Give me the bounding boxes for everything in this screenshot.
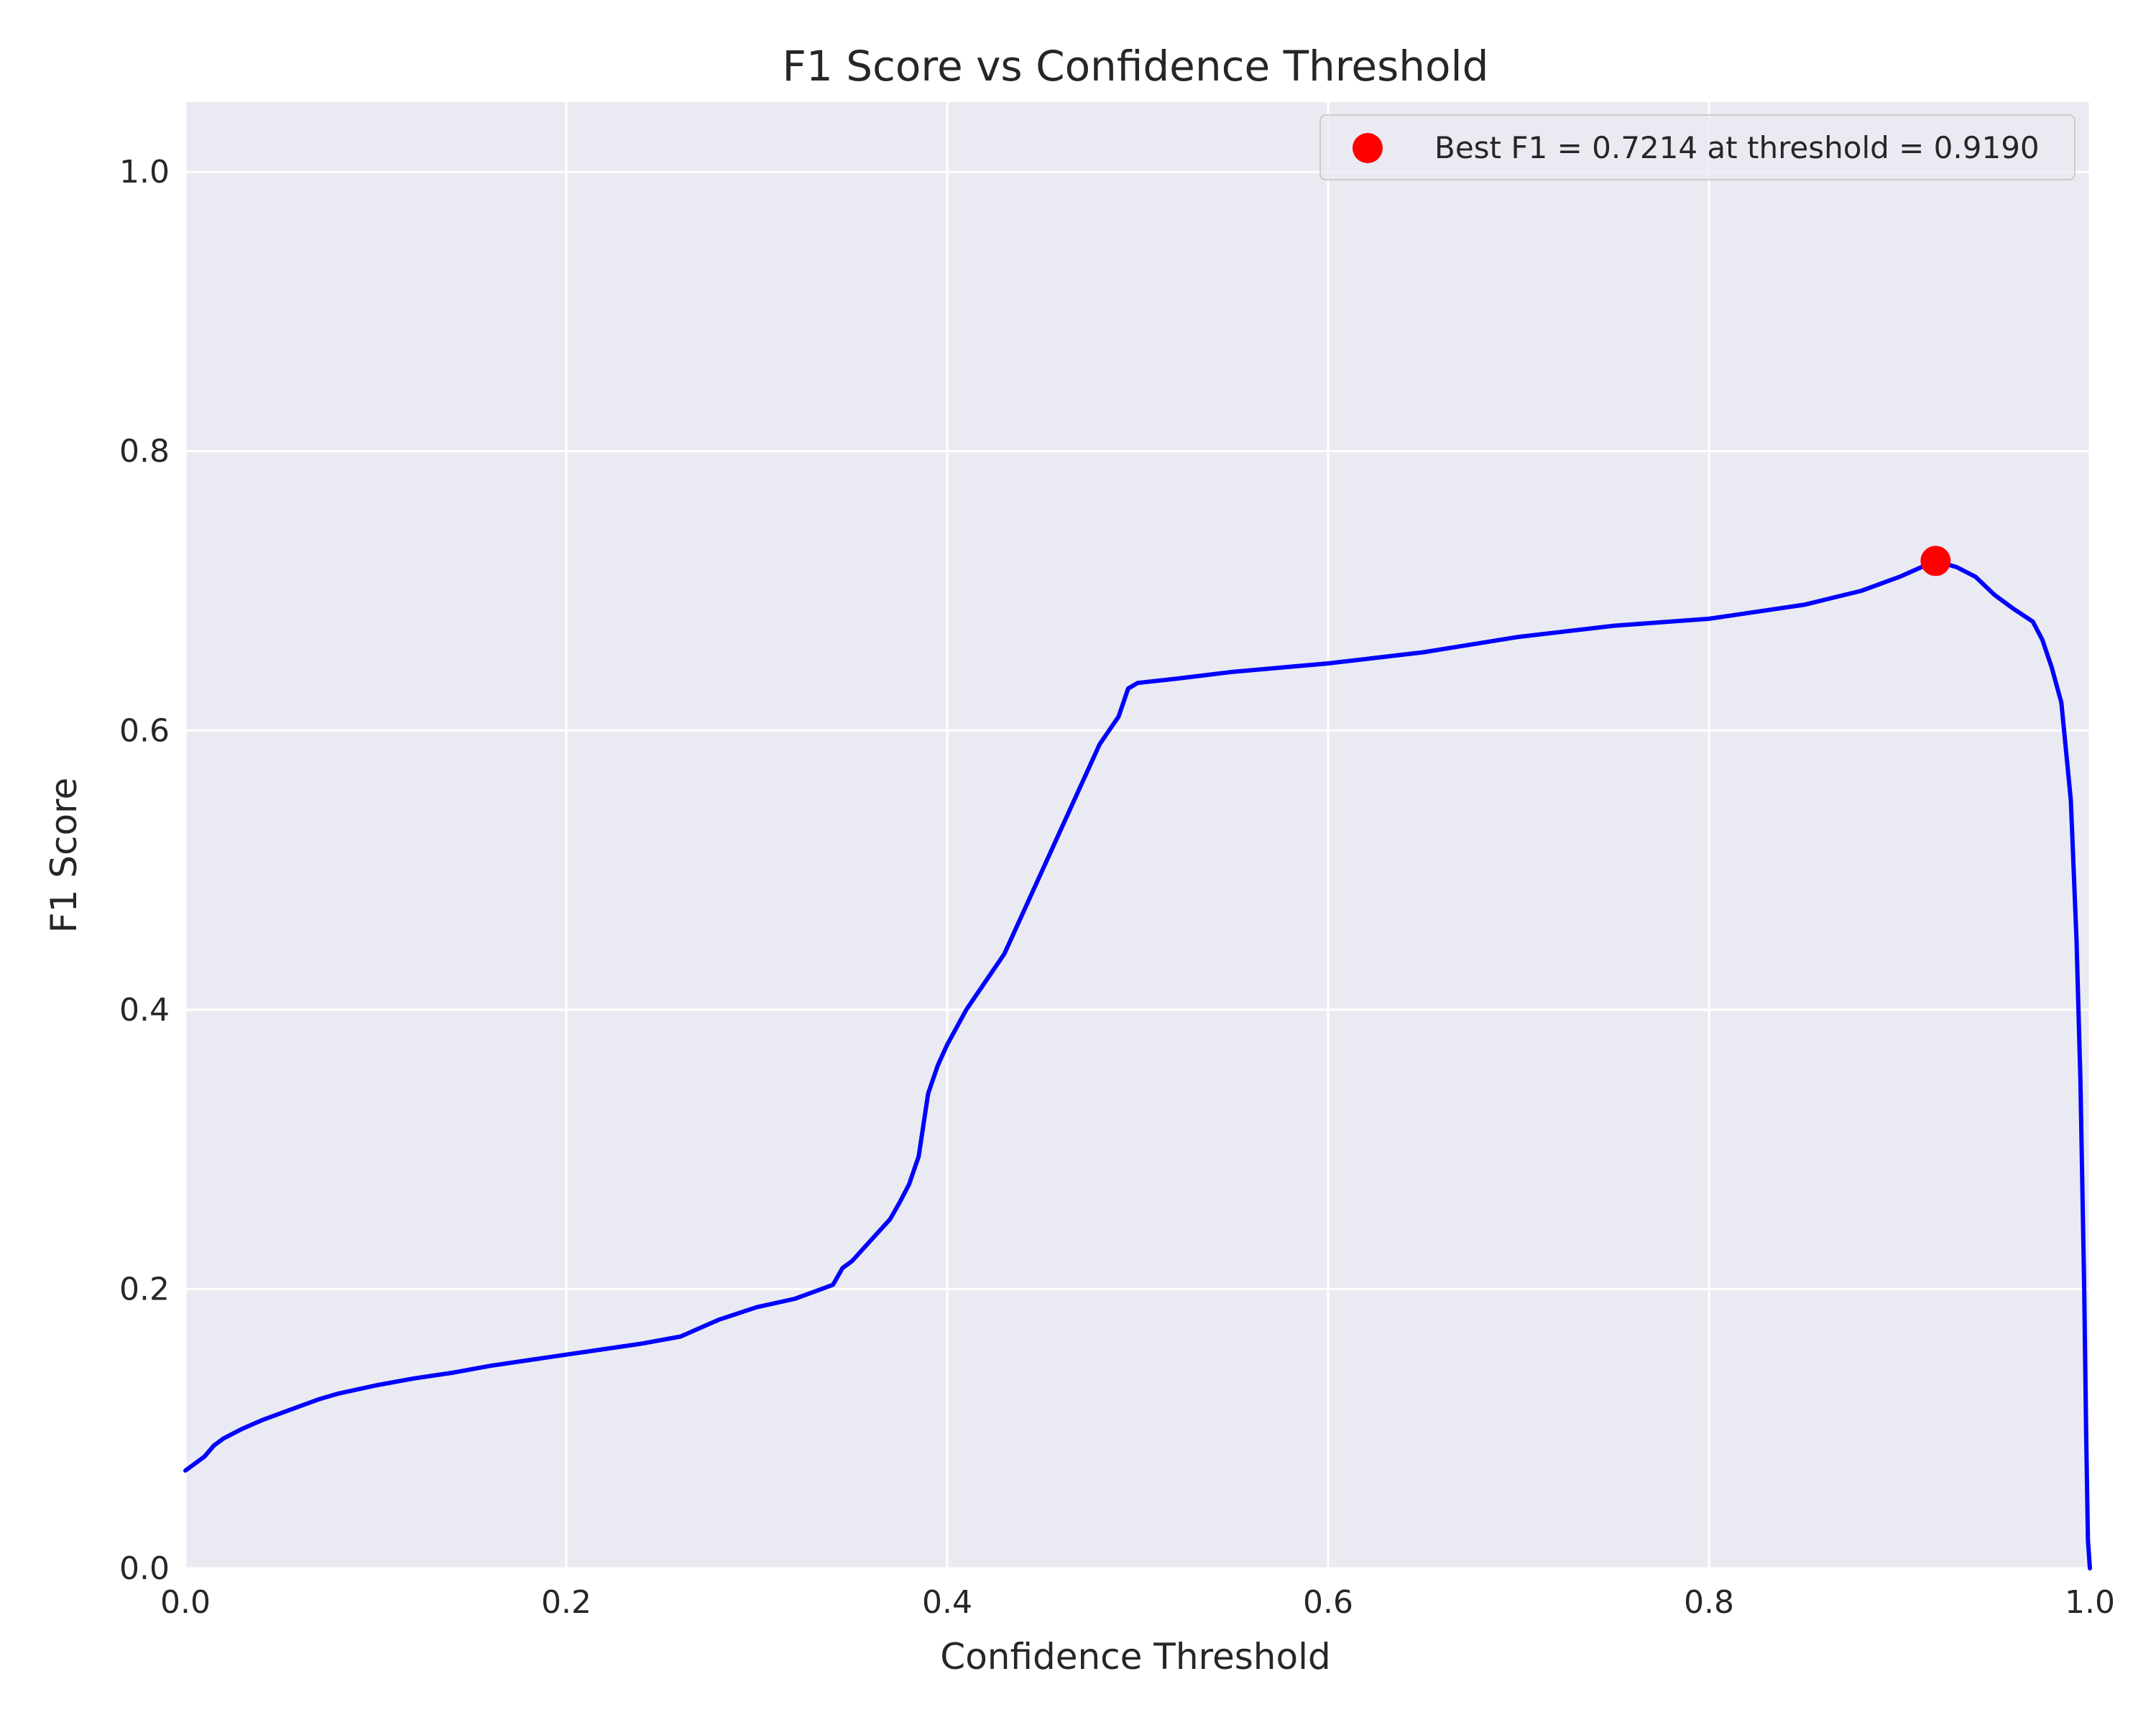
best-f1-point — [1920, 546, 1951, 576]
legend-marker — [1353, 133, 1383, 163]
plot-area — [185, 102, 2090, 1568]
legend: Best F1 = 0.7214 at threshold = 0.9190 — [1319, 114, 2076, 180]
y-tick-label: 0.8 — [119, 433, 170, 470]
x-tick-label: 0.6 — [1303, 1584, 1353, 1621]
tick-labels: 0.0 0.2 0.4 0.6 0.8 1.0 0.0 0.2 0.4 0.6 0.8 1.0 — [119, 154, 2115, 1621]
chart-title: F1 Score vs Confidence Threshold — [783, 42, 1489, 91]
x-tick-label: 1.0 — [2065, 1584, 2115, 1621]
y-tick-label: 0.4 — [119, 992, 170, 1029]
y-tick-label: 0.6 — [119, 712, 170, 749]
x-axis-label: Confidence Threshold — [940, 1636, 1330, 1678]
legend-label: Best F1 = 0.7214 at threshold = 0.9190 — [1434, 130, 2040, 165]
y-axis-label: F1 Score — [43, 778, 85, 934]
x-tick-label: 0.0 — [160, 1584, 211, 1621]
grid — [184, 102, 2091, 1570]
y-tick-label: 1.0 — [119, 154, 170, 190]
series-layer — [183, 546, 2092, 1570]
y-tick-label: 0.0 — [119, 1550, 170, 1587]
legend-box — [1319, 114, 2076, 180]
x-tick-label: 0.8 — [1684, 1584, 1734, 1621]
f1-curve — [183, 558, 2092, 1570]
y-tick-label: 0.2 — [119, 1271, 170, 1307]
x-tick-label: 0.4 — [922, 1584, 972, 1621]
x-tick-label: 0.2 — [541, 1584, 591, 1621]
